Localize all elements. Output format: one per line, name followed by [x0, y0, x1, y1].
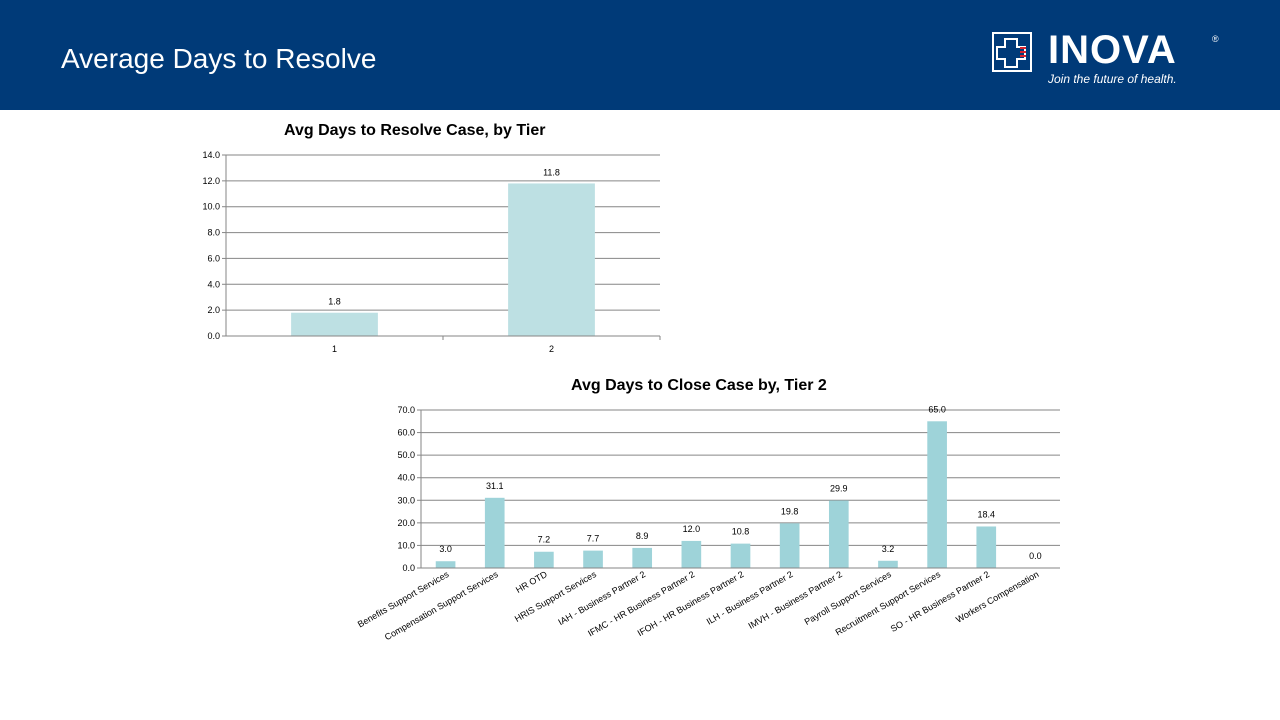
chart2-category-label: IMVH - Business Partner 2: [747, 569, 844, 631]
chart2-category-label: ILH - Business Partner 2: [705, 569, 795, 627]
header-banner: Average Days to Resolve INOVA ® Join the…: [0, 0, 1280, 110]
chart1-value-label: 11.8: [543, 167, 560, 177]
chart2-value-label: 31.1: [486, 481, 504, 491]
chart1-ytick-label: 6.0: [207, 253, 220, 263]
chart2-value-label: 7.7: [587, 534, 600, 544]
registered-mark: ®: [1212, 34, 1219, 44]
chart2-ytick-label: 60.0: [397, 428, 415, 438]
chart2-value-label: 7.2: [538, 535, 551, 545]
cross-logo-icon: [992, 32, 1032, 72]
logo-tagline: Join the future of health.: [1048, 72, 1177, 86]
chart2-bar: [927, 421, 947, 568]
chart2-category-label: HR OTD: [514, 569, 549, 595]
chart2-bar: [583, 550, 603, 568]
chart2-ytick-label: 40.0: [397, 473, 415, 483]
chart1-bar: [291, 312, 378, 336]
chart2-value-label: 3.2: [882, 544, 895, 554]
chart2-category-label: Benefits Support Services: [356, 569, 451, 630]
chart1-bar: [508, 183, 595, 336]
chart2-ytick-label: 30.0: [397, 495, 415, 505]
chart2-ytick-label: 50.0: [397, 450, 415, 460]
chart2-value-label: 12.0: [683, 524, 701, 534]
chart2-title: Avg Days to Close Case by, Tier 2: [571, 377, 827, 394]
page-title: Average Days to Resolve: [61, 43, 377, 74]
chart2-value-label: 0.0: [1029, 551, 1042, 561]
chart1-ytick-label: 12.0: [202, 176, 220, 186]
chart2-category-label: HRIS Support Services: [513, 569, 599, 624]
chart1-ytick-label: 4.0: [207, 279, 220, 289]
chart2-category-label: Payroll Support Services: [803, 569, 894, 627]
chart2-bar: [534, 551, 554, 568]
inova-logo: INOVA ® Join the future of health.: [990, 28, 1230, 92]
chart2-bar: [632, 547, 653, 568]
chart2-bar: [828, 500, 849, 568]
chart2-ytick-label: 20.0: [397, 518, 415, 528]
logo-wordmark: INOVA: [1048, 28, 1177, 72]
chart2-bar: [681, 540, 702, 568]
chart1-category-label: 1: [332, 344, 337, 354]
chart1-ytick-label: 14.0: [202, 150, 220, 160]
chart2-bar: [730, 543, 751, 568]
chart2-bar: [435, 561, 456, 568]
chart1-ytick-label: 10.0: [202, 202, 220, 212]
chart2-ytick-label: 10.0: [397, 540, 415, 550]
chart2-value-label: 8.9: [636, 531, 649, 541]
chart1-ytick-label: 2.0: [207, 305, 220, 315]
chart2-value-label: 19.8: [781, 506, 799, 516]
chart2-value-label: 3.0: [439, 544, 452, 554]
chart2-category-label: Workers Compensation: [954, 569, 1040, 625]
chart1-ytick-label: 8.0: [207, 228, 220, 238]
chart2-bar: [779, 523, 800, 568]
chart2-ytick-label: 0.0: [402, 563, 415, 573]
chart2-value-label: 29.9: [830, 484, 848, 494]
chart1-title: Avg Days to Resolve Case, by Tier: [284, 122, 546, 139]
chart1-category-label: 2: [549, 344, 554, 354]
chart2-ytick-label: 70.0: [397, 405, 415, 415]
chart2-value-label: 65.0: [928, 404, 946, 414]
chart2-value-label: 10.8: [732, 527, 750, 537]
chart2-bar: [976, 526, 997, 568]
chart2-value-label: 18.4: [978, 509, 996, 519]
chart2-bar: [878, 560, 898, 568]
chart2-bar: [484, 497, 505, 568]
chart1-value-label: 1.8: [328, 297, 341, 307]
chart2-category-label: IAH - Business Partner 2: [556, 569, 647, 627]
chart1-ytick-label: 0.0: [207, 331, 220, 341]
